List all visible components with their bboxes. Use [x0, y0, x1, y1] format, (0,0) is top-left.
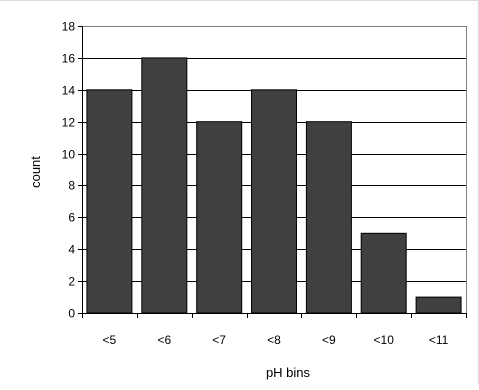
- x-tick-label: <6: [157, 333, 171, 347]
- y-tick-label: 18: [62, 20, 76, 34]
- y-tick-label: 6: [68, 211, 75, 225]
- y-tick-label: 10: [62, 148, 76, 162]
- y-tick-label: 2: [68, 275, 75, 289]
- plot-border: [82, 26, 467, 314]
- bar-7: [415, 296, 462, 314]
- bar-1: [86, 89, 133, 314]
- y-tick-label: 14: [62, 84, 76, 98]
- y-tick-label: 12: [62, 116, 76, 130]
- x-tick-label: <9: [322, 333, 336, 347]
- y-axis-title: count: [28, 156, 43, 188]
- x-axis-title: pH bins: [266, 365, 311, 380]
- bar-4: [251, 89, 297, 314]
- y-tick-label: 16: [62, 52, 76, 66]
- y-tick-label: 4: [68, 243, 75, 257]
- bar-2: [141, 57, 188, 314]
- x-tick-label: <11: [429, 333, 449, 347]
- x-tick-label: <10: [374, 333, 395, 347]
- y-tick-label: 8: [68, 179, 75, 193]
- x-tick-label: <8: [267, 333, 281, 347]
- bar-6: [360, 232, 407, 314]
- bar-5: [305, 121, 352, 314]
- y-tick-label: 0: [68, 307, 75, 321]
- x-tick-label: <5: [103, 333, 117, 347]
- x-tick-label: <7: [212, 333, 226, 347]
- bar-3: [196, 121, 243, 314]
